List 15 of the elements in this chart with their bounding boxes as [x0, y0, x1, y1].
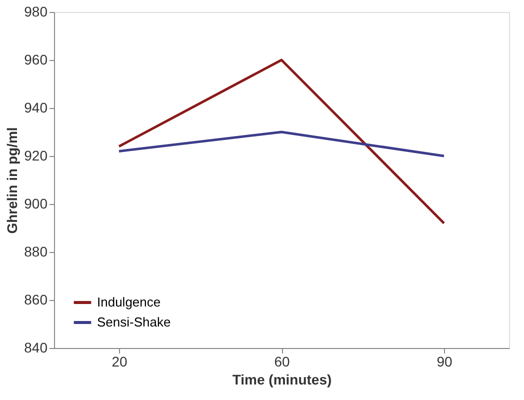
x-axis-title: Time (minutes)	[232, 372, 332, 388]
y-tick-label: 920	[24, 148, 48, 164]
x-tick-label: 90	[436, 354, 452, 370]
y-tick-label: 880	[24, 244, 48, 260]
y-tick-label: 840	[24, 340, 48, 356]
y-axis-title: Ghrelin in pg/ml	[4, 127, 20, 234]
x-tick-label: 60	[274, 354, 290, 370]
y-tick-label: 980	[24, 4, 48, 20]
x-tick-label: 20	[112, 354, 128, 370]
legend-label: Sensi-Shake	[97, 314, 171, 330]
y-tick-label: 860	[24, 292, 48, 308]
y-tick-label: 960	[24, 52, 48, 68]
legend-label: Indulgence	[97, 294, 161, 310]
y-tick-label: 900	[24, 196, 48, 212]
y-tick-label: 940	[24, 100, 48, 116]
